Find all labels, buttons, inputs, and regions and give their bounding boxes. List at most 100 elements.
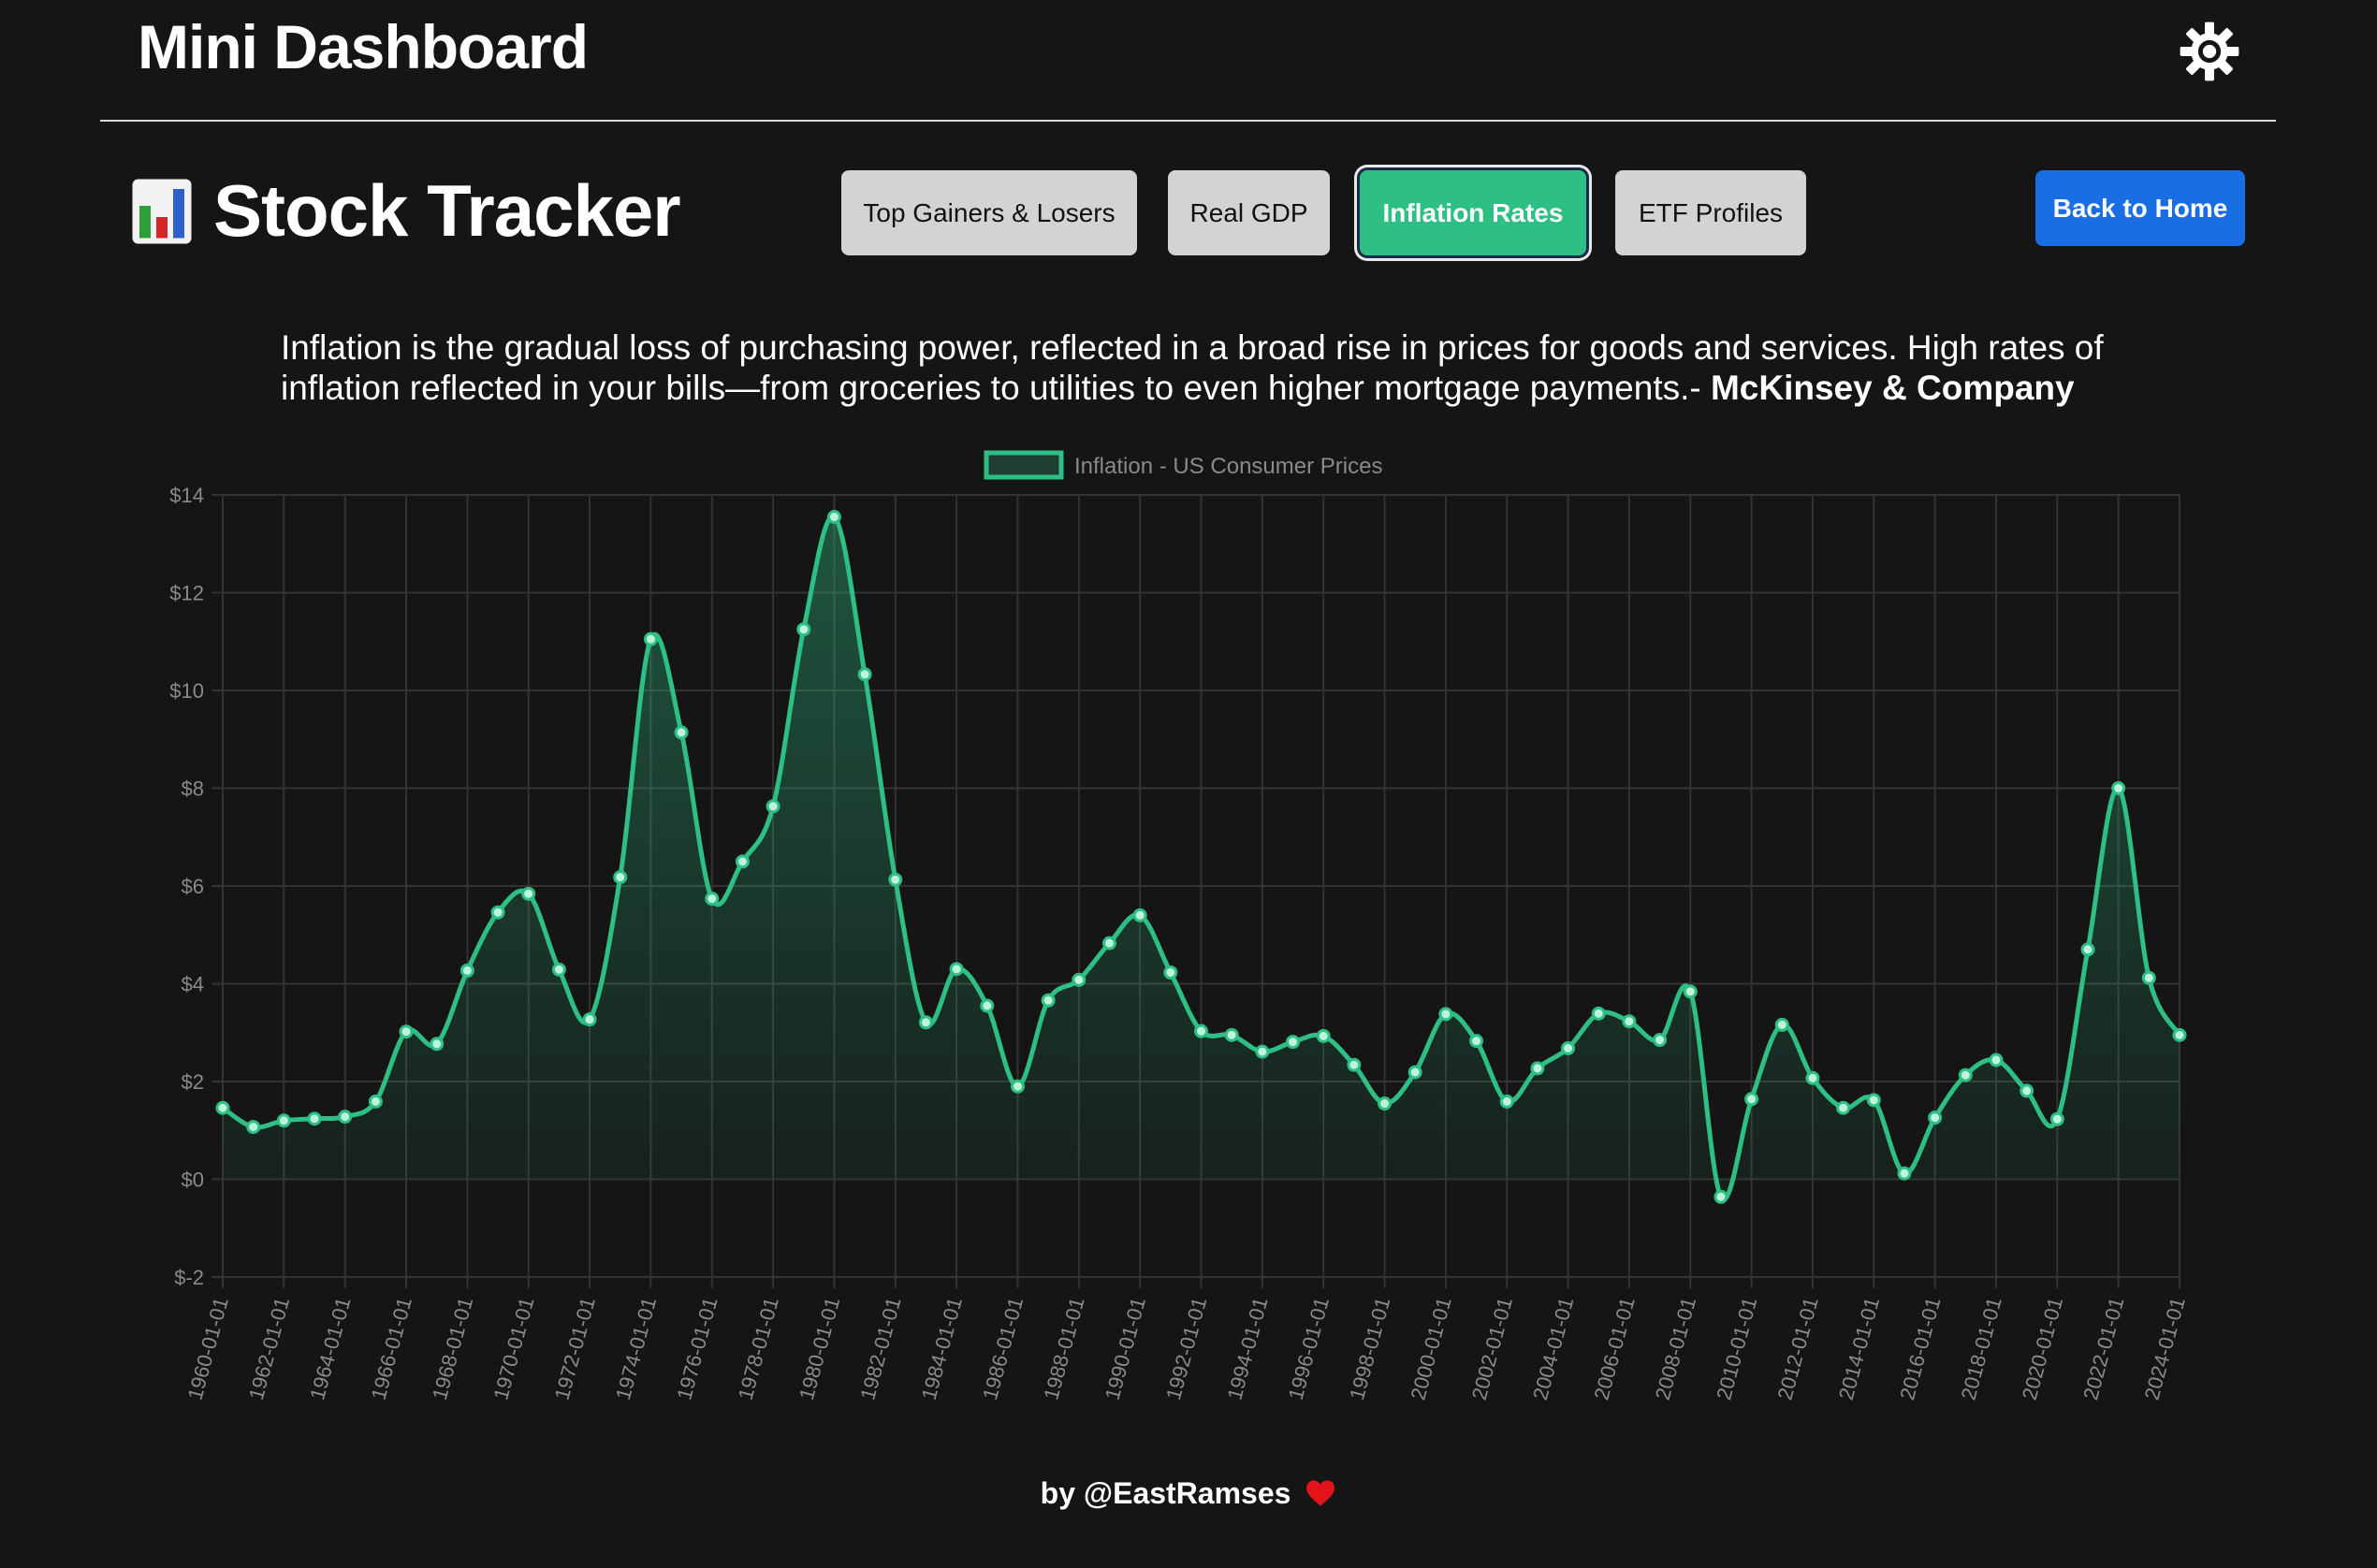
data-point [1041,993,1056,1008]
x-tick-label: 2016-01-01 [1895,1295,1945,1402]
data-point [766,799,780,814]
top-bar: Mini Dashboard [0,0,2377,122]
x-tick-label: 1984-01-01 [917,1295,967,1402]
data-point [857,667,872,682]
tab-inflation-rates[interactable]: Inflation Rates [1360,170,1586,255]
y-tick-label: $0 [182,1169,204,1192]
data-point [399,1024,414,1039]
data-point [1347,1057,1362,1072]
x-tick-label: 1972-01-01 [550,1295,600,1402]
tab-top-gainers-losers[interactable]: Top Gainers & Losers [841,170,1137,255]
data-point [735,854,750,869]
section-title-text: Stock Tracker [213,169,681,252]
inflation-area [223,515,2180,1199]
y-tick-label: $6 [182,875,204,898]
data-point [2111,781,2126,795]
data-point [1774,1017,1789,1032]
x-tick-label: 1992-01-01 [1161,1295,1211,1402]
x-tick-label: 1970-01-01 [489,1295,538,1402]
x-tick-label: 1980-01-01 [795,1295,844,1402]
data-point [521,886,536,901]
data-point [1072,972,1086,987]
data-point [1499,1094,1514,1109]
y-tick-label: $4 [182,973,204,996]
data-point [1928,1111,1943,1125]
y-tick-label: $-2 [174,1266,204,1289]
data-point [613,870,628,885]
data-point [1958,1067,1973,1082]
data-point [307,1111,322,1126]
data-point [2141,970,2156,985]
data-point [1316,1028,1331,1043]
data-point [1163,965,1178,980]
x-tick-label: 2002-01-01 [1467,1295,1517,1402]
data-point [1286,1035,1301,1050]
data-point [888,872,903,887]
x-tick-label: 2018-01-01 [1957,1295,2006,1402]
data-point [1805,1070,1820,1085]
data-point [459,963,474,978]
bar-chart-icon [132,179,192,243]
data-point [949,962,964,977]
data-point [826,510,841,525]
x-tick-label: 1960-01-01 [183,1295,233,1402]
data-point [1713,1189,1728,1204]
legend-label: Inflation - US Consumer Prices [1074,454,1382,479]
data-point [2020,1083,2034,1098]
data-point [1407,1065,1422,1080]
y-tick-label: $2 [182,1070,204,1094]
data-point [1469,1034,1484,1049]
data-point [276,1113,291,1128]
x-tick-label: 2022-01-01 [2078,1295,2128,1402]
data-point [1530,1061,1545,1076]
x-tick-label: 2012-01-01 [1772,1295,1822,1402]
x-tick-label: 2010-01-01 [1712,1295,1761,1402]
data-point [980,998,995,1013]
x-tick-label: 1978-01-01 [734,1295,783,1402]
data-point [246,1120,261,1135]
data-point [551,962,566,977]
y-tick-label: $12 [169,582,204,605]
y-tick-label: $8 [182,777,204,801]
data-point [1653,1033,1668,1048]
data-point [1010,1079,1025,1094]
quote-source: McKinsey & Company [1710,369,2075,407]
quote-text: Inflation is the gradual loss of purchas… [281,328,2104,407]
x-tick-label: 1976-01-01 [672,1295,722,1402]
data-point [430,1037,445,1052]
x-tick-label: 2006-01-01 [1589,1295,1639,1402]
data-point [1622,1014,1637,1029]
tab-real-gdp[interactable]: Real GDP [1168,170,1330,255]
x-tick-label: 1996-01-01 [1284,1295,1334,1402]
data-point [1378,1096,1393,1111]
data-point [705,892,720,907]
legend-swatch [984,450,1064,480]
app-title: Mini Dashboard [138,12,589,81]
back-to-home-button[interactable]: Back to Home [2035,170,2245,246]
data-point [1438,1007,1453,1022]
header-divider [100,120,2276,122]
x-tick-label: 1994-01-01 [1222,1295,1272,1402]
x-tick-label: 2000-01-01 [1406,1295,1455,1402]
data-point [918,1015,933,1030]
data-point [643,632,658,646]
tab-etf-profiles[interactable]: ETF Profiles [1615,170,1806,255]
x-tick-label: 2004-01-01 [1528,1295,1578,1402]
data-point [796,622,811,637]
y-tick-label: $14 [169,484,204,507]
x-tick-label: 2024-01-01 [2140,1295,2190,1402]
data-point [1591,1006,1606,1021]
inflation-chart: $-2 $0 $2 $4 $6 $8 $10 $12 $14 1960-01-01 1962-01-… [169,450,2190,1402]
gear-icon[interactable] [2179,21,2240,82]
data-point [1132,907,1147,922]
x-tick-label: 1968-01-01 [428,1295,477,1402]
data-point [1561,1040,1576,1055]
data-point [2172,1027,2187,1042]
x-tick-label: 1986-01-01 [978,1295,1028,1402]
data-point [1744,1092,1759,1107]
x-tick-label: 1964-01-01 [305,1295,355,1402]
data-point [1101,936,1116,951]
data-point [674,725,689,740]
data-point [1866,1093,1881,1108]
data-point [2080,942,2095,957]
